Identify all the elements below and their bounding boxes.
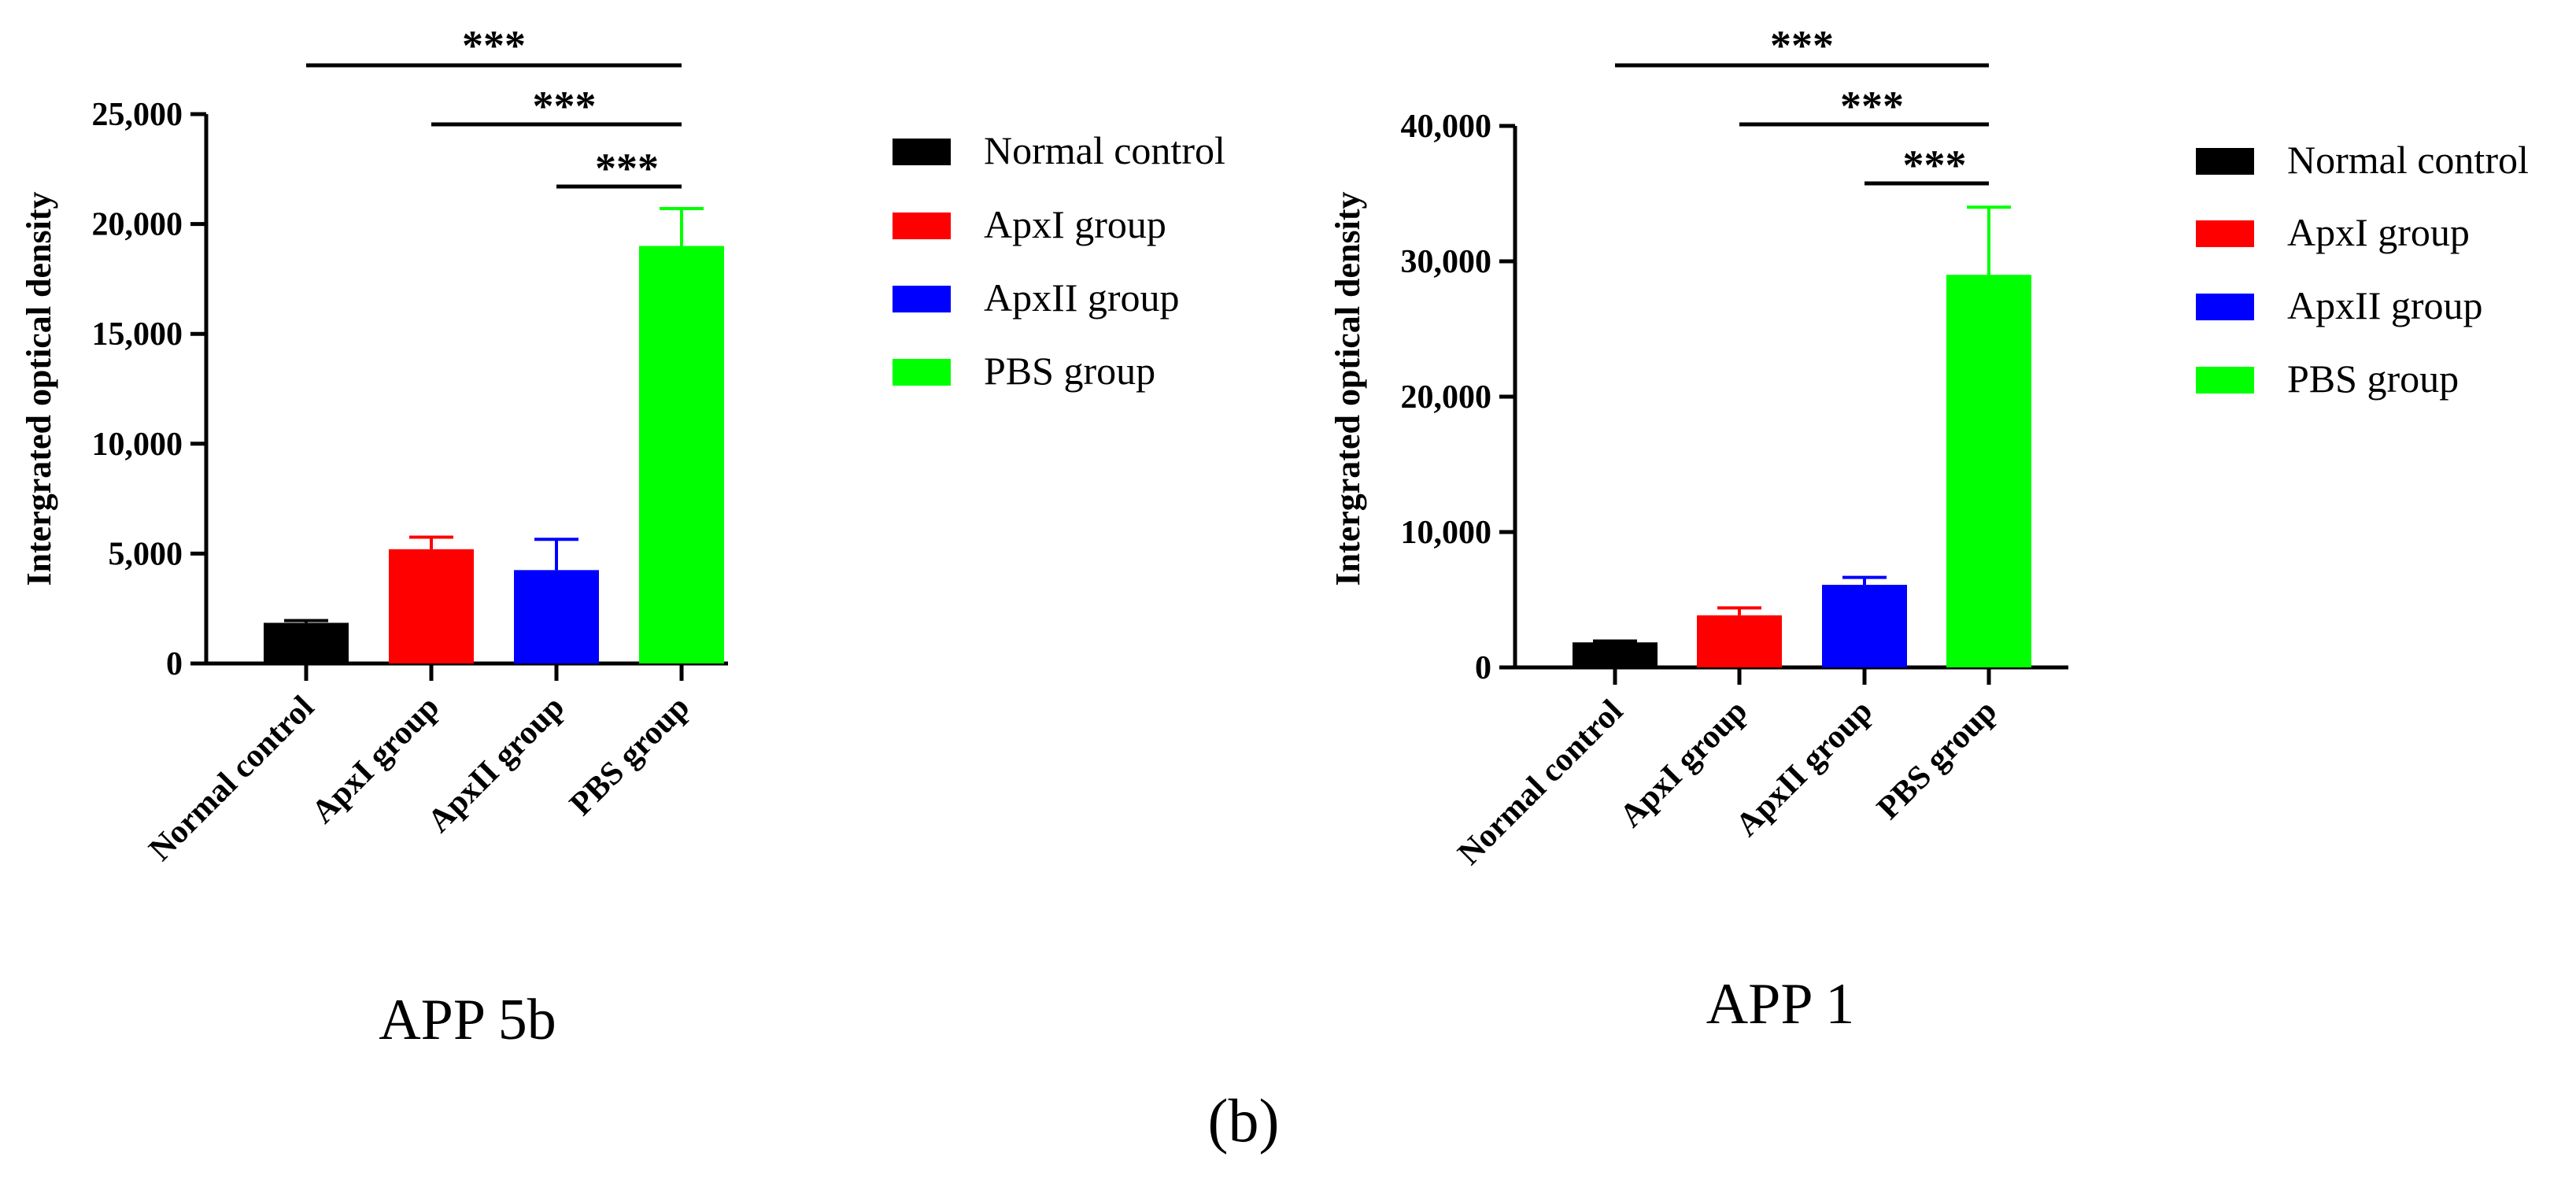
y-tick-label: 0 bbox=[1475, 650, 1491, 686]
legend-swatch bbox=[893, 213, 951, 239]
legend-label: Normal control bbox=[2287, 138, 2529, 182]
panel-label: (b) bbox=[1208, 1086, 1280, 1155]
legend-label: ApxII group bbox=[2287, 283, 2483, 327]
significance-stars: *** bbox=[1840, 83, 1904, 130]
y-tick-label: 15,000 bbox=[92, 316, 183, 353]
y-tick-label: 30,000 bbox=[1401, 244, 1492, 280]
y-tick-label: 40,000 bbox=[1401, 109, 1492, 145]
bar bbox=[1946, 275, 2031, 667]
y-axis-title: Intergrated optical density bbox=[20, 191, 58, 586]
chart-app-5b: 0 5,000 10,000 15,000 20,000 25,000 Intergrate… bbox=[20, 22, 1225, 1052]
y-tick-label: 0 bbox=[166, 646, 183, 682]
significance-stars: *** bbox=[462, 22, 526, 69]
bar bbox=[514, 570, 599, 663]
legend-swatch bbox=[2196, 148, 2254, 175]
x-tick-label: PBS group bbox=[563, 689, 697, 823]
legend-label: ApxI group bbox=[984, 202, 1166, 246]
significance-stars: *** bbox=[533, 83, 597, 130]
legend-swatch bbox=[2196, 294, 2254, 320]
y-tick-label: 10,000 bbox=[92, 427, 183, 463]
significance-stars: *** bbox=[1770, 22, 1834, 69]
significance-stars: *** bbox=[595, 145, 659, 192]
bar bbox=[1697, 615, 1782, 667]
significance-stars: *** bbox=[1903, 142, 1967, 189]
legend-label: PBS group bbox=[2287, 357, 2459, 401]
bar bbox=[1573, 642, 1658, 667]
y-tick-label: 10,000 bbox=[1401, 515, 1492, 551]
chart-app-1: 0 10,000 20,000 30,000 40,000 Intergrated opt… bbox=[1329, 22, 2529, 1037]
y-axis-title: Intergrated optical density bbox=[1329, 191, 1367, 586]
y-tick-label: 20,000 bbox=[92, 207, 183, 243]
y-tick-label: 20,000 bbox=[1401, 379, 1492, 416]
legend-swatch bbox=[893, 286, 951, 312]
legend-label: ApxII group bbox=[984, 275, 1180, 320]
y-tick-label: 25,000 bbox=[92, 97, 183, 133]
x-tick-label: Normal control bbox=[142, 689, 321, 868]
bar bbox=[389, 549, 474, 663]
legend-label: Normal control bbox=[984, 128, 1225, 172]
legend-swatch bbox=[2196, 367, 2254, 394]
legend-swatch bbox=[2196, 220, 2254, 247]
x-tick-label: PBS group bbox=[1870, 693, 2004, 827]
x-tick-label: ApxII group bbox=[421, 689, 571, 840]
legend-swatch bbox=[893, 139, 951, 165]
legend-swatch bbox=[893, 359, 951, 386]
bar bbox=[264, 623, 349, 663]
legend-label: ApxI group bbox=[2287, 210, 2470, 254]
chart-title: APP 1 bbox=[1706, 972, 1855, 1037]
bar bbox=[639, 246, 724, 663]
chart-title: APP 5b bbox=[379, 988, 556, 1052]
x-tick-label: Normal control bbox=[1451, 693, 1630, 872]
bar bbox=[1822, 585, 1907, 667]
y-tick-label: 5,000 bbox=[109, 536, 183, 572]
legend-label: PBS group bbox=[984, 349, 1155, 393]
x-tick-label: ApxII group bbox=[1729, 693, 1879, 844]
